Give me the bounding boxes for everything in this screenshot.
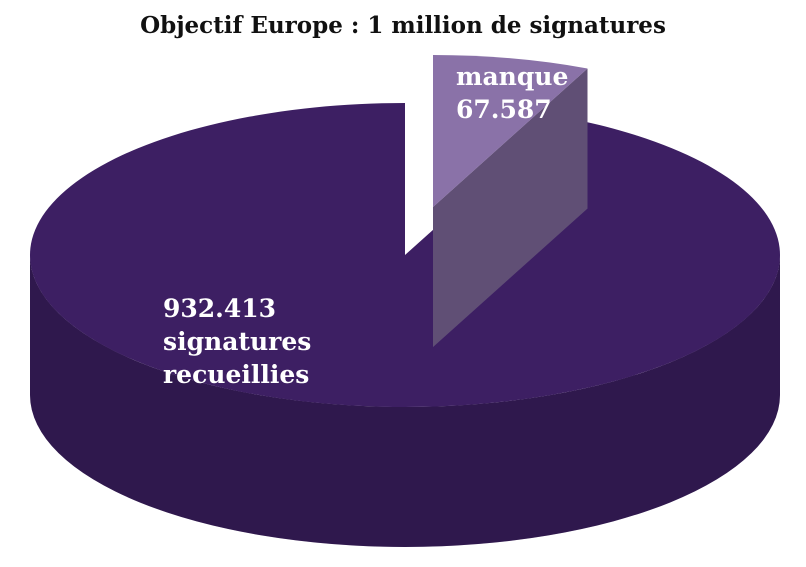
slice (29, 103, 780, 408)
slice-side (30, 255, 780, 547)
slice-cut (433, 68, 588, 347)
slice-label: 932.413 signatures recueillies (163, 292, 433, 391)
value-label: 67.587 (456, 95, 552, 124)
category-label: manque (456, 62, 569, 91)
slice-side-shade (30, 255, 780, 547)
slice-label: manque 67.587 (456, 60, 568, 126)
slice (433, 55, 588, 207)
slice-cut-shade (433, 68, 588, 347)
value-label: 932.413 (163, 294, 277, 323)
chart-title: Objectif Europe : 1 million de signature… (140, 12, 666, 39)
category-label: signatures recueillies (163, 327, 312, 389)
